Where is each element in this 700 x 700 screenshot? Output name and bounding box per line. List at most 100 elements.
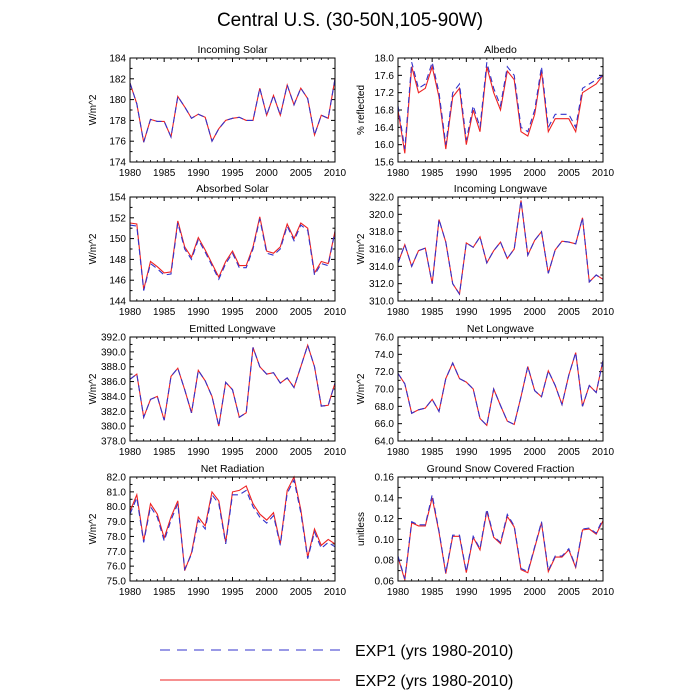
- y-tick-label: 78.0: [107, 532, 127, 543]
- plot-frame: [129, 336, 336, 442]
- series-line-exp1: [397, 352, 604, 427]
- x-tick-label: 1985: [153, 307, 176, 318]
- y-tick-label: 18.0: [375, 54, 395, 65]
- x-tick-label: 1980: [119, 168, 142, 179]
- panel-4: Emitted Longwave 378.0 380.0 382.0 384.0 386.…: [88, 323, 347, 458]
- y-tick-label: 0.12: [375, 514, 395, 525]
- y-tick-label: 148: [109, 255, 126, 266]
- x-tick-label: 1985: [153, 168, 176, 179]
- x-tick-label: 1985: [421, 587, 444, 598]
- x-tick-label: 2000: [524, 168, 547, 179]
- x-tick-label: 1995: [489, 447, 512, 458]
- y-axis-label: W/m^2: [88, 233, 99, 264]
- series-line-exp1: [397, 200, 604, 296]
- figure-title: Central U.S. (30-50N,105-90W): [216, 10, 484, 31]
- panel-title: Emitted Longwave: [189, 323, 276, 335]
- y-tick-label: 154: [109, 193, 126, 204]
- plot-frame: [397, 196, 604, 302]
- series-line-exp1: [397, 494, 604, 580]
- y-axis-label: W/m^2: [88, 373, 99, 404]
- y-tick-label: 320.0: [369, 210, 394, 221]
- y-tick-label: 17.6: [375, 71, 395, 82]
- y-tick-label: 174: [109, 158, 126, 169]
- x-tick-label: 1985: [153, 447, 176, 458]
- x-tick-label: 2010: [324, 447, 347, 458]
- x-tick-label: 1995: [489, 587, 512, 598]
- y-tick-label: 178: [109, 116, 126, 127]
- x-tick-label: 1995: [221, 307, 244, 318]
- x-tick-label: 2005: [558, 307, 581, 318]
- plot-frame: [129, 476, 336, 582]
- panel-7: Ground Snow Covered Fraction 0.06 0.08 0.10…: [356, 463, 615, 598]
- y-tick-label: 16.0: [375, 140, 395, 151]
- x-tick-label: 1980: [387, 168, 410, 179]
- x-tick-label: 1995: [221, 587, 244, 598]
- y-tick-label: 144: [109, 297, 126, 308]
- y-tick-label: 150: [109, 234, 126, 245]
- panel-6: Net Radiation 75.0 76.0 77.0 78.0 79.0 80.0 81.…: [88, 463, 347, 598]
- series-line-exp1: [129, 478, 336, 572]
- y-tick-label: 392.0: [101, 333, 126, 344]
- series-line-exp1: [397, 60, 604, 150]
- series-line-exp2: [397, 64, 604, 154]
- y-tick-label: 76.0: [375, 333, 395, 344]
- x-tick-label: 2000: [256, 168, 279, 179]
- panel-2: Absorbed Solar 144 146 148 150 152 154 1980 1985…: [88, 183, 347, 318]
- x-tick-label: 2005: [290, 447, 313, 458]
- panel-title: Net Radiation: [201, 463, 265, 475]
- x-tick-label: 2010: [592, 168, 615, 179]
- y-tick-label: 386.0: [101, 377, 126, 388]
- x-tick-label: 2000: [524, 587, 547, 598]
- y-tick-label: 16.8: [375, 106, 395, 117]
- x-tick-label: 1980: [119, 587, 142, 598]
- x-tick-label: 1980: [387, 307, 410, 318]
- x-tick-label: 2010: [324, 168, 347, 179]
- x-tick-label: 1985: [421, 447, 444, 458]
- x-tick-label: 2005: [290, 168, 313, 179]
- x-tick-label: 2010: [324, 307, 347, 318]
- y-tick-label: 146: [109, 276, 126, 287]
- plot-frame: [397, 476, 604, 582]
- y-axis-label: W/m^2: [356, 373, 367, 404]
- panel-title: Absorbed Solar: [196, 183, 269, 195]
- x-tick-label: 1985: [421, 307, 444, 318]
- y-tick-label: 310.0: [369, 297, 394, 308]
- panel-title: Ground Snow Covered Fraction: [427, 463, 575, 475]
- plot-frame: [129, 196, 336, 302]
- y-tick-label: 81.0: [107, 487, 127, 498]
- y-axis-label: W/m^2: [356, 233, 367, 264]
- x-tick-label: 1990: [455, 307, 478, 318]
- y-tick-label: 0.14: [375, 493, 395, 504]
- x-tick-label: 1980: [387, 587, 410, 598]
- y-tick-label: 180: [109, 95, 126, 106]
- series-line-exp1: [129, 78, 336, 143]
- x-tick-label: 2000: [256, 447, 279, 458]
- y-tick-label: 318.0: [369, 227, 394, 238]
- y-tick-label: 184: [109, 54, 126, 65]
- y-tick-label: 75.0: [107, 577, 127, 588]
- y-tick-label: 390.0: [101, 347, 126, 358]
- series-line-exp2: [129, 475, 336, 571]
- series-line-exp2: [129, 78, 336, 143]
- panel-title: Incoming Solar: [197, 44, 268, 56]
- series-line-exp2: [129, 216, 336, 290]
- x-tick-label: 1990: [455, 447, 478, 458]
- x-tick-label: 1985: [153, 587, 176, 598]
- x-tick-label: 2005: [558, 447, 581, 458]
- x-tick-label: 1990: [455, 168, 478, 179]
- x-tick-label: 1985: [421, 168, 444, 179]
- y-tick-label: 80.0: [107, 502, 127, 513]
- series-line-exp2: [397, 352, 604, 427]
- x-tick-label: 1995: [221, 168, 244, 179]
- y-axis-label: W/m^2: [88, 94, 99, 125]
- x-tick-label: 2005: [290, 587, 313, 598]
- x-tick-label: 2000: [256, 587, 279, 598]
- x-tick-label: 2005: [290, 307, 313, 318]
- y-tick-label: 15.6: [375, 158, 395, 169]
- y-tick-label: 17.2: [375, 88, 395, 99]
- y-tick-label: 384.0: [101, 392, 126, 403]
- y-tick-label: 0.08: [375, 556, 395, 567]
- series-line-exp2: [397, 200, 604, 296]
- panel-5: Net Longwave 64.0 66.0 68.0 70.0 72.0 74.0 76.0…: [356, 323, 615, 458]
- y-tick-label: 68.0: [375, 402, 395, 413]
